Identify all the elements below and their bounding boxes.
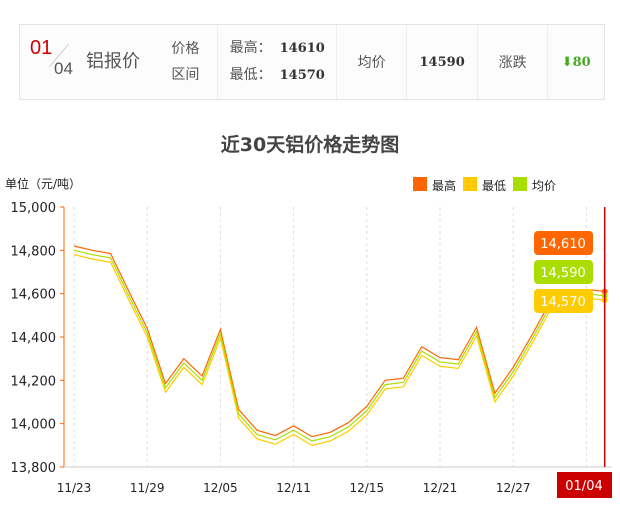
x-tick-label: 11/23 xyxy=(57,481,92,495)
series-line-最高 xyxy=(73,245,605,438)
y-tick-label: 13,800 xyxy=(11,461,57,476)
x-tick-label: 12/05 xyxy=(203,481,238,495)
product-name: 铝报价 xyxy=(86,51,140,72)
month: 01 xyxy=(30,37,53,59)
x-tick-label: 12/11 xyxy=(276,481,311,495)
legend-label: 均价 xyxy=(532,179,556,193)
x-tick-label: 11/29 xyxy=(130,481,165,495)
x-tick-label: 12/15 xyxy=(350,481,385,495)
change-label: 涨跌 xyxy=(478,25,549,99)
current-date-tag xyxy=(557,472,612,498)
y-axis-unit: 单位（元/吨） xyxy=(5,176,81,191)
x-tick-label: 12/21 xyxy=(423,481,458,495)
series-line-最低 xyxy=(73,254,605,446)
low-value: 14570 xyxy=(279,68,325,83)
day: 04 xyxy=(54,59,73,78)
legend-label: 最低 xyxy=(482,179,506,193)
high-row: 最高： 14610 xyxy=(230,35,325,62)
series-line-均价 xyxy=(73,249,605,442)
avg-value: 14590 xyxy=(407,25,478,99)
down-arrow-icon: ⬇ xyxy=(561,54,573,70)
value-tag xyxy=(534,231,593,255)
price-summary-bar: 01 04 铝报价 价格 区间 最高： 14610 最低： 14570 均价 145… xyxy=(19,24,605,100)
chart-title: 近30天铝价格走势图 xyxy=(220,134,400,156)
legend-label: 最高 xyxy=(432,178,456,193)
range-label-1: 价格 xyxy=(171,41,200,57)
value-tag-label: 14,590 xyxy=(540,266,586,281)
value-tag-label: 14,570 xyxy=(540,295,586,310)
high-label: 最高： xyxy=(229,40,272,56)
y-tick-label: 14,800 xyxy=(11,244,57,259)
range-label-2: 区间 xyxy=(171,67,200,83)
range-label: 价格 区间 xyxy=(154,25,218,99)
change-amount: 80 xyxy=(572,54,591,70)
high-low: 最高： 14610 最低： 14570 xyxy=(218,25,337,99)
current-date-label: 01/04 xyxy=(565,479,602,494)
value-tag-label: 14,610 xyxy=(540,237,586,252)
value-tag xyxy=(534,260,593,284)
date-block: 01 04 铝报价 xyxy=(20,25,154,99)
legend-swatch xyxy=(463,177,477,191)
value-tag xyxy=(534,289,593,313)
legend-swatch xyxy=(513,177,527,191)
avg-label: 均价 xyxy=(337,25,408,99)
y-tick-label: 14,600 xyxy=(11,288,57,303)
low-row: 最低： 14570 xyxy=(230,62,325,89)
y-tick-label: 15,000 xyxy=(11,201,57,216)
low-label: 最低： xyxy=(229,67,272,83)
y-tick-label: 14,200 xyxy=(11,374,57,389)
x-tick-label: 12/27 xyxy=(496,481,531,495)
y-tick-label: 14,000 xyxy=(11,418,57,433)
legend-swatch xyxy=(413,177,427,191)
y-tick-label: 14,400 xyxy=(11,331,57,346)
change-value: ⬇ 80 xyxy=(548,25,604,99)
high-value: 14610 xyxy=(279,41,325,56)
